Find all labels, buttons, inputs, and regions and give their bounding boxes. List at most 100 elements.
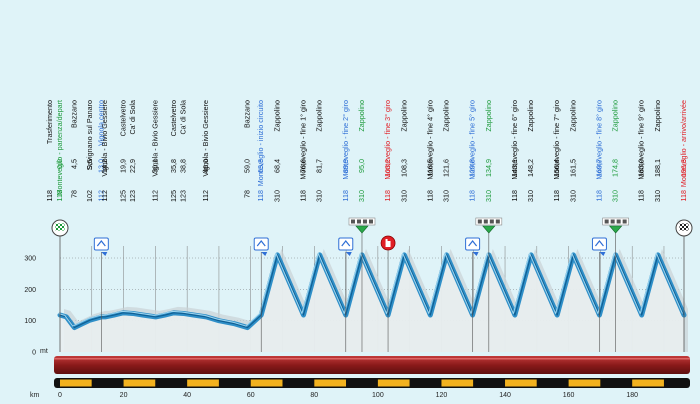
place-km: 156,4 bbox=[552, 159, 561, 177]
place-name: Zappolino bbox=[653, 100, 662, 132]
place-altitude: 78 bbox=[69, 190, 78, 198]
sprint-icon bbox=[253, 237, 269, 251]
gpm-triangle-icon bbox=[609, 225, 623, 234]
place-altitude: 118 bbox=[594, 190, 603, 201]
place-km: 30,1 bbox=[151, 159, 160, 173]
place-label: Ca' di Sola 38,8 123 bbox=[178, 100, 187, 202]
ribbon-highlight bbox=[54, 358, 690, 360]
x-tick-label: 180 bbox=[626, 392, 638, 399]
place-name: Castelvetro bbox=[169, 100, 178, 136]
place-name: Zappolino bbox=[357, 100, 366, 132]
checkered-flag-icon bbox=[55, 223, 65, 231]
place-altitude: 118 bbox=[55, 190, 64, 201]
place-name: Trasferimento bbox=[45, 100, 54, 144]
km-stripe bbox=[441, 379, 474, 387]
place-km: 46,0 bbox=[201, 159, 210, 173]
place-label: Zappolino 174,8 310 bbox=[611, 100, 620, 202]
place-altitude: 118 bbox=[425, 190, 434, 201]
checkered-flag-icon bbox=[679, 223, 689, 231]
place-name: Monteveglio - fine 5° giro bbox=[468, 100, 477, 180]
place-name: Zappolino bbox=[484, 100, 493, 132]
place-altitude: 310 bbox=[399, 190, 408, 202]
place-label: Zappolino 68,4 310 bbox=[272, 100, 281, 202]
place-altitude: 310 bbox=[484, 190, 493, 202]
km-stripe bbox=[282, 379, 315, 387]
place-name: Zappolino bbox=[272, 100, 281, 132]
x-tick-label: 100 bbox=[372, 392, 384, 399]
place-label: Trasferimento 118 bbox=[45, 100, 54, 201]
feed-glyph bbox=[385, 239, 391, 247]
place-altitude: 118 bbox=[383, 190, 392, 201]
km-stripe bbox=[473, 379, 506, 387]
place-altitude: 310 bbox=[272, 190, 281, 202]
place-km: 13,0 bbox=[96, 159, 105, 173]
sprint-pointer bbox=[472, 252, 479, 256]
sprint-glyph bbox=[594, 240, 604, 247]
gpm-cell bbox=[495, 219, 500, 224]
place-name: Monteveglio - fine 9° giro bbox=[637, 100, 646, 180]
place-name: Bazzano bbox=[243, 100, 252, 128]
place-name: Ca' di Sola bbox=[128, 100, 137, 135]
place-label: Zappolino 121,6 310 bbox=[442, 100, 451, 202]
place-label: Bazzano 59,0 78 bbox=[243, 100, 252, 198]
place-altitude: 112 bbox=[201, 190, 210, 201]
km-stripe bbox=[568, 379, 601, 387]
sprint-glyph bbox=[468, 240, 478, 247]
place-altitude: 310 bbox=[315, 190, 324, 202]
gpm-triangle-icon bbox=[355, 225, 369, 234]
km-stripe bbox=[536, 379, 569, 387]
place-altitude: 78 bbox=[243, 190, 252, 198]
sprint-pointer bbox=[345, 252, 352, 256]
gpm-cell bbox=[489, 219, 494, 224]
place-km: 129,8 bbox=[468, 159, 477, 177]
place-km: 63,3 bbox=[256, 159, 265, 173]
place-altitude: 118 bbox=[510, 190, 519, 201]
sprint-pointer bbox=[261, 252, 268, 256]
km-stripe bbox=[346, 379, 378, 387]
gpm-icon bbox=[475, 217, 503, 226]
km-stripe bbox=[155, 379, 188, 387]
x-tick-label: 120 bbox=[436, 392, 448, 399]
place-altitude: 112 bbox=[96, 190, 105, 201]
place-km: 108,3 bbox=[399, 159, 408, 177]
place-altitude: 125 bbox=[118, 190, 127, 202]
feed-glyph-cut bbox=[387, 239, 391, 241]
place-label: Zappolino 81,7 310 bbox=[315, 100, 324, 202]
place-km: 9,5 bbox=[85, 159, 94, 169]
km-stripe bbox=[123, 379, 156, 387]
gpm-cell bbox=[368, 219, 373, 224]
km-bar bbox=[54, 378, 690, 388]
km-stripe bbox=[250, 379, 283, 387]
y-tick-label: 0 bbox=[32, 350, 36, 357]
place-label: Zappolino 188,1 310 bbox=[653, 100, 662, 202]
place-name: Monteveglio - fine 4° giro bbox=[425, 100, 434, 180]
place-name: Monteveglio - partenza/depart bbox=[55, 100, 64, 196]
sprint-icon bbox=[465, 237, 481, 251]
place-km: 169,7 bbox=[594, 159, 603, 177]
x-tick-label: 0 bbox=[58, 392, 62, 399]
y-tick-label: 200 bbox=[24, 287, 36, 294]
place-name: Zappolino bbox=[526, 100, 535, 132]
place-label: Zappolino 134,9 310 bbox=[484, 100, 493, 202]
gpm-cell bbox=[350, 219, 355, 224]
gpm-cell bbox=[622, 219, 627, 224]
place-name: Monteveglio - fine 2° giro bbox=[341, 100, 350, 180]
profile-highlight bbox=[58, 252, 683, 327]
place-altitude: 310 bbox=[442, 190, 451, 202]
place-name: Vignola - Bivio Gessiere bbox=[201, 100, 210, 177]
place-km: 148,2 bbox=[526, 159, 535, 177]
km-stripe bbox=[600, 379, 633, 387]
place-km: 188,1 bbox=[653, 159, 662, 177]
place-km: 59,0 bbox=[243, 159, 252, 173]
km-stripe bbox=[663, 379, 684, 387]
place-name: Monteveglio - arrivo/arrivée bbox=[679, 100, 688, 187]
place-name: Monteveglio - fine 7° giro bbox=[552, 100, 561, 180]
